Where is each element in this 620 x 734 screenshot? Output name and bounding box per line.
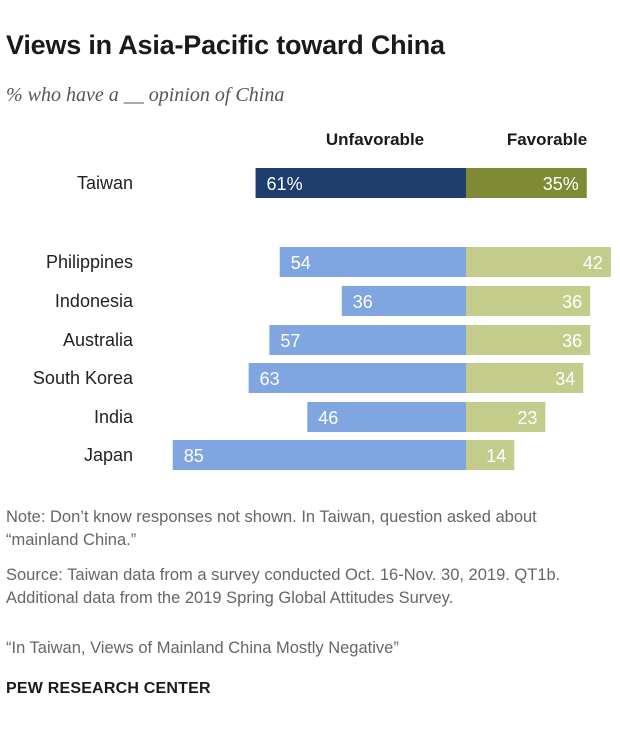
data-label-unfavorable-philippines: 54	[291, 253, 311, 273]
source-text: Source: Taiwan data from a survey conduc…	[6, 566, 561, 607]
category-label-australia: Australia	[63, 330, 134, 350]
category-label-south-korea: South Korea	[33, 368, 134, 388]
bar-unfavorable-australia	[269, 325, 466, 355]
data-label-favorable-japan: 14	[486, 446, 506, 466]
bar-unfavorable-philippines	[279, 247, 466, 277]
category-label-philippines: Philippines	[46, 252, 133, 272]
data-label-favorable-philippines: 42	[583, 253, 603, 273]
bar-favorable-indonesia	[466, 286, 591, 316]
report-title: “In Taiwan, Views of Mainland China Most…	[6, 639, 399, 657]
data-label-favorable-indonesia: 36	[562, 292, 582, 312]
bar-favorable-japan	[466, 440, 515, 470]
legend-favorable: Favorable	[507, 130, 587, 149]
bar-unfavorable-taiwan	[255, 168, 466, 198]
data-label-unfavorable-japan: 85	[184, 446, 204, 466]
category-label-japan: Japan	[84, 445, 133, 465]
bar-favorable-south-korea	[466, 363, 584, 393]
bar-favorable-india	[466, 402, 546, 432]
data-label-favorable-south-korea: 34	[555, 369, 575, 389]
brand-logo: PEW RESEARCH CENTER	[6, 680, 211, 697]
chart-title: Views in Asia-Pacific toward China	[6, 30, 445, 60]
note-text: Note: Don’t know responses not shown. In…	[6, 508, 537, 549]
bar-unfavorable-india	[307, 402, 466, 432]
data-label-favorable-australia: 36	[562, 331, 582, 351]
data-label-unfavorable-india: 46	[318, 408, 338, 428]
data-label-unfavorable-taiwan: 61%	[267, 174, 303, 194]
data-label-favorable-india: 23	[517, 408, 537, 428]
bar-favorable-taiwan	[466, 168, 587, 198]
chart: Unfavorable Favorable Taiwan 61% 35% Philip…	[33, 130, 611, 470]
category-label-india: India	[94, 407, 134, 427]
category-label-indonesia: Indonesia	[55, 291, 134, 311]
legend-unfavorable: Unfavorable	[326, 130, 424, 149]
data-label-unfavorable-australia: 57	[280, 331, 300, 351]
data-label-favorable-taiwan: 35%	[543, 174, 579, 194]
bar-unfavorable-indonesia	[341, 286, 466, 316]
bar-favorable-australia	[466, 325, 591, 355]
data-label-unfavorable-south-korea: 63	[260, 369, 280, 389]
category-label-taiwan: Taiwan	[77, 173, 133, 193]
bar-unfavorable-japan	[172, 440, 466, 470]
bar-unfavorable-south-korea	[248, 363, 466, 393]
bar-favorable-philippines	[466, 247, 611, 277]
chart-subtitle: % who have a __ opinion of China	[6, 84, 285, 106]
data-label-unfavorable-indonesia: 36	[353, 292, 373, 312]
